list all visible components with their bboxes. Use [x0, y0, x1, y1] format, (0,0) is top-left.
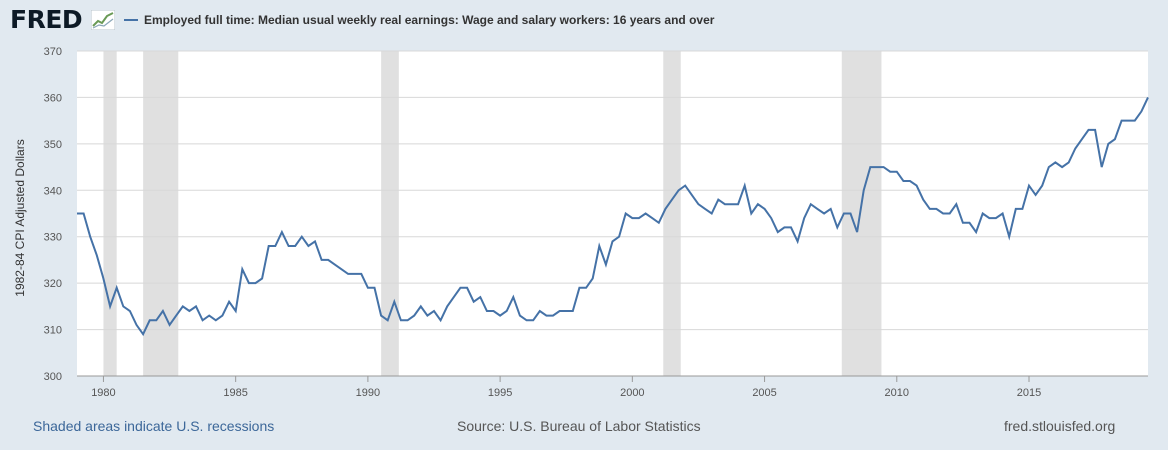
legend-label: Employed full time: Median usual weekly … — [144, 13, 715, 27]
x-tick-label: 2000 — [620, 387, 644, 399]
recession-band — [381, 51, 399, 376]
legend-swatch — [124, 19, 138, 21]
plot-area — [77, 51, 1148, 376]
y-axis-label: 1982-84 CPI Adjusted Dollars — [13, 139, 27, 296]
series-line[interactable] — [77, 96, 1149, 337]
recession-band — [663, 51, 681, 376]
site-link[interactable]: fred.stlouisfed.org — [1004, 418, 1116, 434]
y-tick-label: 310 — [44, 325, 62, 337]
x-axis-ticks: 1980 1985 1990 1995 2000 2005 2010 2015 — [77, 375, 1148, 399]
x-tick-label: 1980 — [91, 387, 115, 399]
recession-band — [143, 51, 179, 376]
x-tick-label: 2005 — [752, 387, 776, 399]
recessions-note[interactable]: Shaded areas indicate U.S. recessions — [33, 418, 275, 434]
recession-band — [103, 51, 117, 376]
y-tick-label: 320 — [44, 278, 62, 290]
y-tick-label: 350 — [44, 139, 62, 151]
y-tick-label: 300 — [44, 371, 62, 383]
chart-legend[interactable]: Employed full time: Median usual weekly … — [124, 13, 714, 27]
fred-logo[interactable]: FRED — [10, 5, 83, 34]
y-tick-label: 370 — [44, 46, 62, 58]
fred-graph-icon — [91, 10, 115, 30]
y-tick-label: 340 — [44, 185, 62, 197]
x-tick-label: 2010 — [885, 387, 909, 399]
x-tick-label: 2015 — [1017, 387, 1041, 399]
x-tick-label: 1995 — [488, 387, 512, 399]
x-tick-label: 1990 — [356, 387, 380, 399]
x-tick-label: 1985 — [223, 387, 247, 399]
source-note: Source: U.S. Bureau of Labor Statistics — [457, 418, 701, 434]
y-axis-ticks: 300 310 320 330 340 350 360 370 — [44, 46, 62, 383]
y-tick-label: 330 — [44, 232, 62, 244]
y-tick-label: 360 — [44, 92, 62, 104]
